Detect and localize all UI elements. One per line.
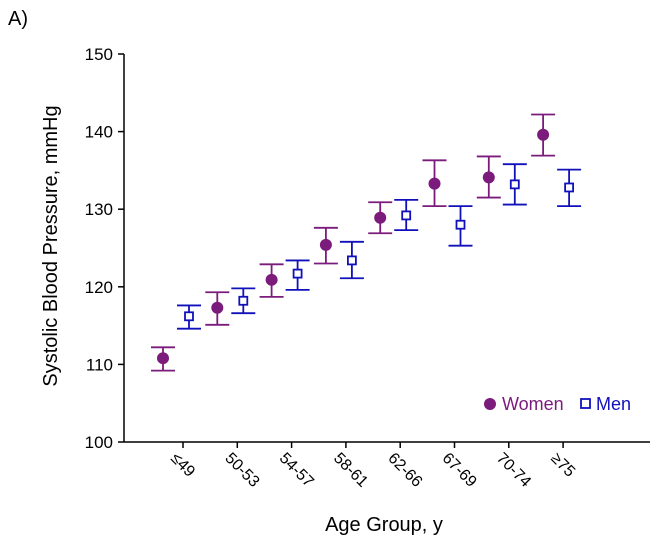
x-axis-label: Age Group, y — [325, 514, 443, 536]
x-tick-label: 54-57 — [276, 450, 317, 491]
data-point — [509, 179, 520, 190]
legend-marker-men — [580, 398, 591, 409]
x-tick-label: 58-61 — [330, 450, 371, 491]
y-axis-label: Systolic Blood Pressure, mmHg — [40, 105, 62, 386]
data-point — [428, 177, 441, 190]
data-point — [184, 311, 194, 322]
data-point — [564, 182, 574, 193]
x-tick-label: 70-74 — [493, 450, 534, 491]
chart-marks — [151, 113, 582, 372]
data-point — [265, 273, 278, 286]
data-point — [374, 211, 387, 224]
axes: 100 110 120 130 140 150 ≤49 50-53 54-57 58-61 62-6… — [85, 45, 650, 491]
data-point — [537, 128, 550, 141]
series-men — [177, 163, 582, 330]
legend: Women Men — [484, 394, 631, 414]
data-point — [157, 352, 169, 365]
y-tick-label: 120 — [85, 278, 113, 297]
x-tick-label: 67-69 — [439, 450, 480, 491]
y-tick-label: 140 — [85, 123, 113, 142]
data-point — [455, 219, 466, 230]
data-point — [401, 210, 412, 221]
legend-marker-women — [484, 398, 496, 410]
y-tick-label: 130 — [85, 200, 113, 219]
x-tick-label: 50-53 — [221, 450, 262, 491]
data-point — [238, 295, 249, 306]
y-tick-label: 110 — [86, 355, 113, 374]
y-tick-label: 150 — [85, 45, 113, 64]
x-tick-label: 62-66 — [384, 450, 425, 491]
legend-label-women: Women — [502, 394, 564, 414]
panel-label: A) — [8, 8, 28, 30]
data-point — [346, 255, 357, 266]
series-women — [151, 113, 556, 372]
data-point — [211, 301, 224, 314]
data-point — [482, 171, 495, 184]
y-tick-label: 100 — [85, 433, 113, 452]
data-point — [319, 238, 332, 251]
x-tick-label: ≤49 — [167, 450, 198, 481]
data-point — [292, 268, 303, 279]
x-tick-label: ≥75 — [547, 450, 578, 481]
legend-label-men: Men — [596, 394, 631, 414]
